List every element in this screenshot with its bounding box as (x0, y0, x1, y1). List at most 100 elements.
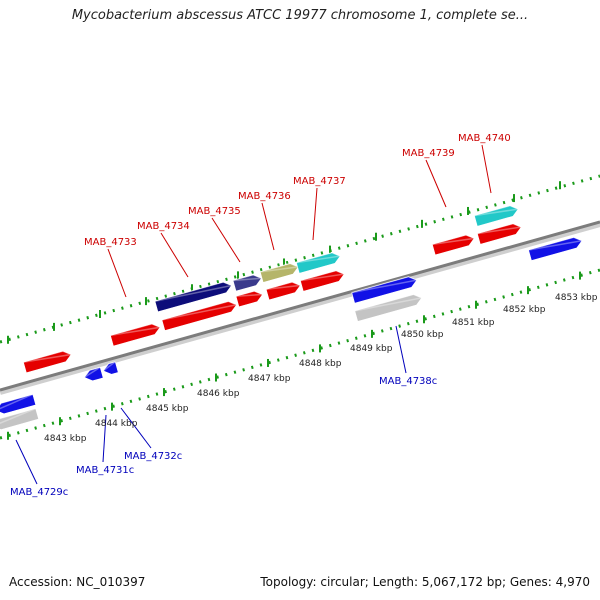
gene-arrow-shape (23, 350, 72, 374)
gene-arrow-highlight (102, 361, 116, 372)
gene-arrow[interactable] (299, 269, 347, 292)
gene-arrow-highlight (83, 366, 101, 379)
gene-arrow[interactable] (351, 275, 420, 304)
gene-label[interactable]: MAB_4732c (124, 451, 182, 462)
gene-arrow-highlight (232, 274, 262, 282)
gene-arrow-highlight (235, 290, 263, 297)
label-leader-line (312, 187, 318, 241)
gene-arrow[interactable] (23, 349, 74, 374)
gene-arrow-highlight (354, 293, 425, 312)
kbp-label: 4845 kbp (146, 404, 189, 414)
gene-arrow[interactable] (265, 280, 304, 301)
gene-arrow-shape (102, 361, 119, 375)
gene-arrow[interactable] (83, 366, 104, 382)
gene-arrow-highlight (110, 323, 163, 337)
gene-arrow-shape (528, 236, 583, 261)
gene-arrow-highlight (154, 281, 235, 302)
gene-arrow-highlight (351, 275, 420, 294)
label-leader-line (211, 217, 241, 263)
gene-label[interactable]: MAB_4740 (458, 133, 511, 144)
gene-arrow-shape (161, 301, 238, 331)
gene-arrow-shape (265, 281, 301, 301)
gene-arrow[interactable] (161, 299, 240, 331)
gene-arrow-shape (0, 408, 40, 430)
gene-arrow-highlight (300, 269, 347, 282)
gene-arrow-highlight (477, 222, 524, 235)
gene-arrow-shape (431, 234, 475, 256)
gene-arrow-highlight (296, 251, 343, 264)
label-leader-line (261, 202, 275, 251)
gene-arrow[interactable] (102, 361, 119, 376)
label-leader-line (15, 439, 38, 485)
gene-arrow-shape (473, 205, 519, 227)
gene-label[interactable]: MAB_4735 (188, 206, 241, 217)
major-ticks (7, 181, 581, 440)
topology-text: Topology: circular; Length: 5,067,172 bp… (260, 575, 590, 589)
kbp-label: 4846 kbp (197, 389, 240, 399)
gene-arrow[interactable] (110, 322, 163, 347)
gene-arrow-shape (295, 252, 341, 274)
gene-arrow-highlight (260, 262, 302, 273)
gene-arrow-highlight (0, 407, 36, 428)
gene-arrow-highlight (528, 236, 585, 251)
lower-tick-track (0, 268, 600, 440)
gene-arrow-shape (0, 393, 37, 415)
gene-arrow-highlight (0, 393, 34, 413)
chromosome-backbone (0, 220, 600, 395)
gene-arrow-highlight (23, 350, 74, 363)
label-leader-line (107, 248, 127, 298)
kbp-label: 4843 kbp (44, 434, 87, 444)
gene-arrow[interactable] (473, 204, 521, 227)
gene-arrow[interactable] (476, 222, 524, 245)
gene-label[interactable]: MAB_4733 (84, 237, 137, 248)
gene-arrow-shape (83, 366, 104, 382)
gene-label[interactable]: MAB_4729c (10, 487, 68, 498)
gene-arrow-shape (476, 223, 522, 245)
gene-arrow-shape (235, 290, 263, 308)
gene-label[interactable]: MAB_4734 (137, 221, 190, 232)
gene-label[interactable]: MAB_4736 (238, 191, 291, 202)
gene-label[interactable]: MAB_4731c (76, 465, 134, 476)
gene-arrow-highlight (432, 234, 478, 246)
gene-arrow[interactable] (354, 293, 425, 322)
kbp-label: 4847 kbp (248, 374, 291, 384)
gene-arrow-shape (354, 294, 423, 322)
gene-arrow-shape (110, 323, 161, 347)
gene-label[interactable]: MAB_4739 (402, 148, 455, 159)
label-leader-line (160, 232, 189, 278)
gene-arrow[interactable] (0, 393, 37, 415)
kbp-label: 4853 kbp (555, 293, 598, 303)
gene-arrow-highlight (265, 281, 304, 291)
gene-arrow[interactable] (259, 262, 302, 283)
label-leader-line (425, 159, 447, 208)
accession-text: Accession: NC_010397 (9, 575, 146, 589)
gene-arrow[interactable] (235, 289, 264, 308)
label-leaders (15, 144, 492, 485)
gene-arrow-shape (299, 270, 345, 292)
gene-arrow-highlight (474, 204, 521, 217)
label-leader-line (102, 414, 107, 463)
label-leader-line (395, 325, 407, 374)
kbp-label: 4851 kbp (452, 318, 495, 328)
kbp-label: 4844 kbp (95, 419, 138, 429)
label-leader-line (481, 144, 492, 194)
gene-label[interactable]: MAB_4738c (379, 376, 437, 387)
upper-tick-track (0, 174, 600, 344)
gene-arrow[interactable] (295, 251, 343, 274)
kbp-label: 4848 kbp (299, 359, 342, 369)
gene-arrow[interactable] (528, 235, 585, 261)
label-leader-line (120, 407, 152, 449)
kbp-label: 4850 kbp (401, 330, 444, 340)
gene-arrow[interactable] (0, 407, 40, 432)
gene-arrow[interactable] (154, 280, 235, 313)
gene-arrow[interactable] (431, 233, 478, 256)
gene-arrow-highlight (161, 300, 240, 321)
gene-arrow-shape (351, 276, 418, 304)
gene-arrow[interactable] (232, 273, 263, 292)
kbp-label: 4849 kbp (350, 344, 393, 354)
kbp-label: 4852 kbp (503, 305, 546, 315)
gene-arrow-shape (154, 281, 233, 313)
gene-arrow-shape (259, 263, 299, 283)
gene-label[interactable]: MAB_4737 (293, 176, 346, 187)
